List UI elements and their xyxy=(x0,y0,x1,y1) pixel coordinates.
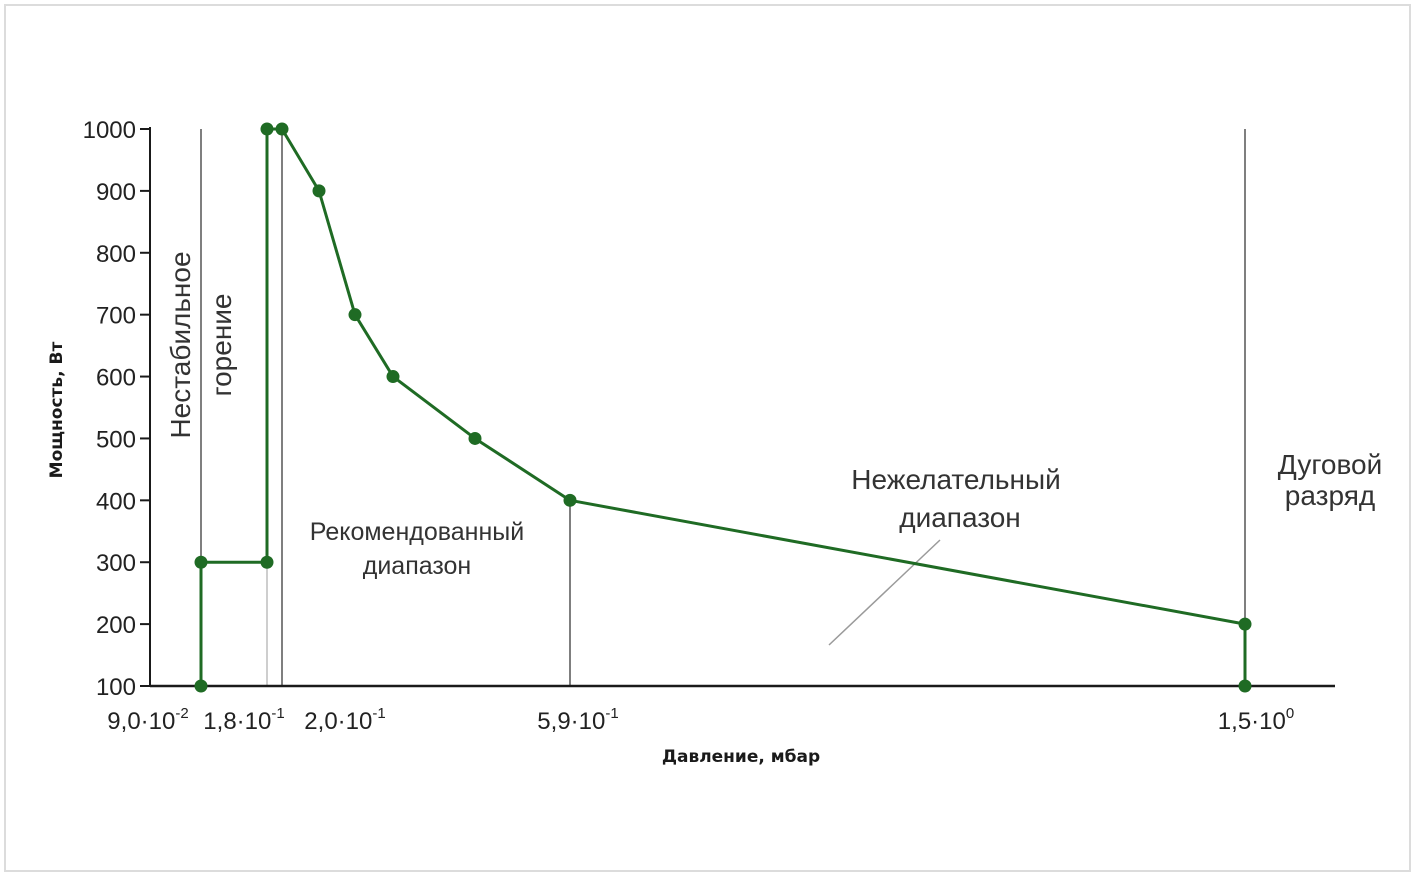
data-point xyxy=(312,184,326,198)
undesirable-label-line1: Нежелательный xyxy=(851,464,1060,495)
data-point xyxy=(275,122,289,136)
x-axis-ticks: 9,0·10-2 1,8·10-1 2,0·10-1 5,9·10-1 1,5·100 xyxy=(107,705,1294,735)
y-tick-label: 700 xyxy=(96,303,136,330)
undesirable-leader-line xyxy=(828,539,941,646)
y-axis-title: Мощность, Вт xyxy=(47,342,67,479)
vertical-guide-lines xyxy=(200,129,1246,686)
y-tick-label: 300 xyxy=(96,550,136,577)
axes xyxy=(149,127,1335,688)
arc-label-line2: разряд xyxy=(1285,480,1375,511)
x-axis-title: Давление, мбар xyxy=(662,747,820,767)
undesirable-label-line2: диапазон xyxy=(899,502,1021,533)
data-point xyxy=(260,122,274,136)
data-points xyxy=(194,122,1252,693)
y-tick-label: 900 xyxy=(96,179,136,206)
unstable-label-line2: горение xyxy=(206,294,237,397)
data-point xyxy=(1238,617,1252,631)
y-tick-label: 600 xyxy=(96,365,136,392)
series-polyline xyxy=(199,127,1247,686)
chart-frame xyxy=(4,4,1411,872)
recommended-label-line1: Рекомендованный xyxy=(310,518,524,546)
data-point xyxy=(348,308,362,322)
x-tick-label: 5,9·10-1 xyxy=(537,705,618,735)
x-tick-label: 9,0·10-2 xyxy=(107,705,188,735)
y-tick-label: 100 xyxy=(96,674,136,701)
y-tick-label: 1000 xyxy=(83,117,136,144)
data-point xyxy=(260,555,274,569)
data-point xyxy=(1238,679,1252,693)
x-tick-label: 2,0·10-1 xyxy=(304,705,385,735)
data-point xyxy=(194,679,208,693)
data-point xyxy=(468,431,482,445)
y-axis-ticks: 100 200 300 400 500 600 700 800 900 1000 xyxy=(83,117,150,701)
series-line xyxy=(199,127,1247,686)
arc-label-line1: Дуговой xyxy=(1278,449,1383,480)
y-tick-label: 400 xyxy=(96,488,136,515)
y-tick-label: 200 xyxy=(96,612,136,639)
data-point xyxy=(386,370,400,384)
recommended-label-line2: диапазон xyxy=(363,552,472,580)
unstable-label-line1: Нестабильное xyxy=(165,251,196,438)
data-point xyxy=(194,555,208,569)
y-tick-label: 800 xyxy=(96,241,136,268)
x-tick-label: 1,8·10-1 xyxy=(203,705,284,735)
y-tick-label: 500 xyxy=(96,426,136,453)
x-tick-label: 1,5·100 xyxy=(1218,705,1294,735)
data-point xyxy=(563,493,577,507)
